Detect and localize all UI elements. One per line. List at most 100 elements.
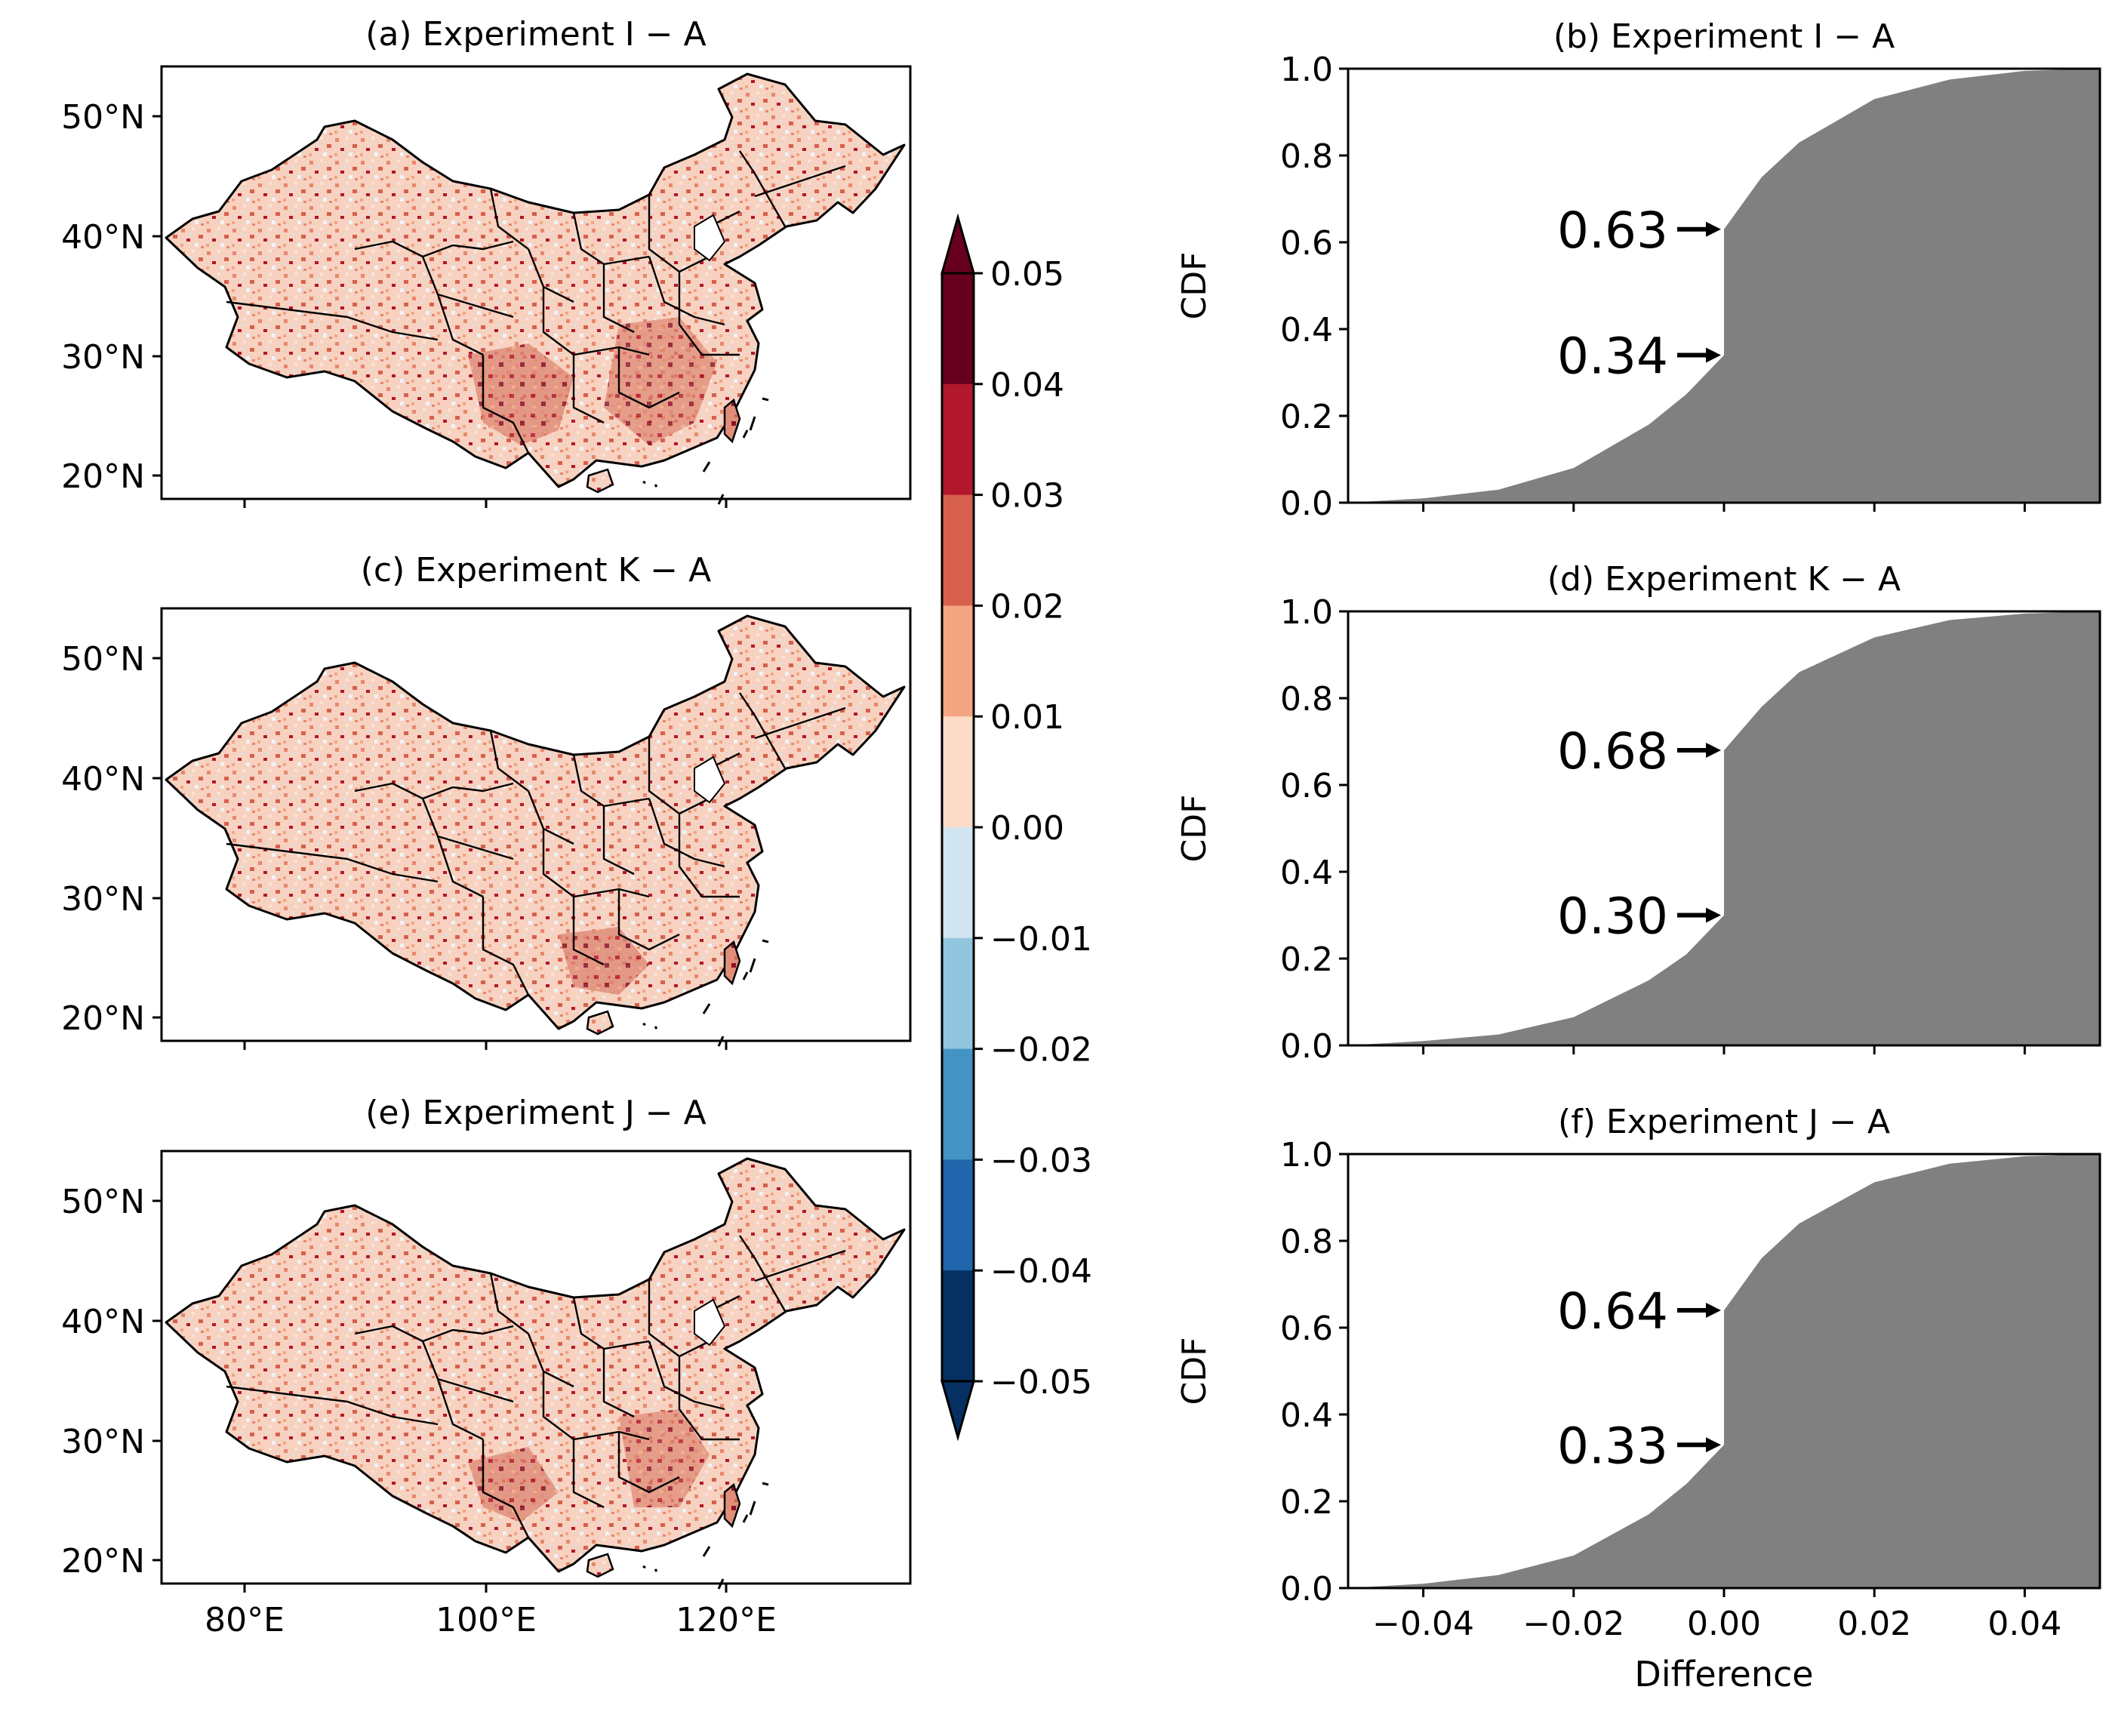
annotation-arrow-head (1706, 221, 1721, 237)
hainan (586, 1010, 614, 1036)
cdf-y-label: CDF (1175, 252, 1214, 320)
colorbar-segment (942, 605, 974, 717)
colorbar-tick-label: 0.01 (990, 698, 1064, 737)
taiwan (723, 1482, 741, 1528)
lat-tick-label: 20°N (61, 999, 145, 1038)
island-marks (642, 397, 769, 505)
hotspot-southeast (604, 317, 717, 445)
lat-axis: 50°N 40°N 30°N 20°N (61, 1183, 162, 1581)
colorbar-segment (942, 273, 974, 385)
lon-tick-label: 100°E (436, 1601, 537, 1639)
cdf-area (1348, 611, 2100, 1045)
map-title: (a) Experiment I − A (365, 15, 706, 54)
lat-tick-label: 20°N (61, 1542, 145, 1581)
colorbar-segment (942, 1159, 974, 1271)
map-panel-c: (c) Experiment K − A 50°N 40°N 30°N 20°N (61, 551, 912, 1050)
cdf-panel-b: (b) Experiment I − A 0.0 0.2 0.4 0.6 0.8 1.0 CD… (1175, 17, 2101, 523)
province-borders (226, 1235, 846, 1538)
cdf-y-tick-label: 0.4 (1280, 1396, 1333, 1435)
island-marks (642, 1482, 769, 1590)
lon-tick-label: 120°E (676, 1601, 777, 1639)
colorbar-extend-max (941, 213, 975, 275)
cdf-x-tick-label: −0.02 (1522, 1605, 1624, 1643)
hotspot-south (559, 927, 649, 995)
cdf-y-tick-label: 0.2 (1280, 398, 1333, 436)
cdf-y-tick-label: 0.0 (1280, 1027, 1333, 1066)
annotation-label: 0.34 (1557, 328, 1668, 386)
taiwan (723, 940, 741, 986)
province-borders (226, 150, 846, 454)
annotation-arrow-head (1706, 347, 1721, 363)
lat-tick-label: 40°N (61, 760, 145, 799)
colorbar-segment (942, 1270, 974, 1382)
cdf-x-tick-label: 0.00 (1687, 1605, 1761, 1643)
cdf-y-tick-label: 0.8 (1280, 680, 1333, 719)
colorbar-tick-label: −0.01 (990, 920, 1092, 959)
lat-tick-label: 30°N (61, 338, 145, 377)
cdf-y-tick-label: 0.0 (1280, 1570, 1333, 1608)
cdf-title: (b) Experiment I − A (1553, 17, 1895, 56)
annotation-arrow-head (1706, 1303, 1721, 1318)
annotation-label: 0.33 (1557, 1417, 1668, 1475)
taiwan (723, 398, 741, 444)
hainan (586, 468, 614, 494)
colorbar-tick-label: 0.04 (990, 366, 1064, 405)
colorbar-tick-label: 0.03 (990, 477, 1064, 516)
map-title: (e) Experiment J − A (365, 1094, 707, 1132)
map-title: (c) Experiment K − A (361, 551, 712, 589)
annotation-arrow-head (1706, 907, 1721, 923)
cdf-area (1348, 1154, 2100, 1588)
cdf-y-tick-label: 0.6 (1280, 224, 1333, 263)
colorbar-segment (942, 494, 974, 606)
cdf-panel-f: (f) Experiment J − A 0.0 0.2 0.4 0.6 0.8 1.0 −0… (1175, 1103, 2101, 1694)
cdf-y-tick-label: 1.0 (1280, 1136, 1333, 1174)
colorbar-segment (942, 1048, 974, 1160)
cdf-y-tick-label: 0.2 (1280, 1483, 1333, 1522)
lat-tick-label: 50°N (61, 1183, 145, 1221)
china-landmass (165, 614, 906, 1030)
cdf-y-tick-label: 0.4 (1280, 311, 1333, 349)
colorbar-extend-min (941, 1380, 975, 1442)
colorbar: 0.05 0.04 0.03 0.02 0.01 0.00 −0.01 −0.02 −0.03 −… (941, 213, 1092, 1442)
cdf-x-tick-label: −0.04 (1372, 1605, 1474, 1643)
cdf-panel-d: (d) Experiment K − A 0.0 0.2 0.4 0.6 0.8 1.0 CD… (1175, 560, 2101, 1066)
colorbar-tick-label: 0.00 (990, 809, 1064, 848)
hainan (586, 1553, 614, 1578)
colorbar-segment (942, 716, 974, 828)
annotation-arrow-head (1706, 743, 1721, 758)
cdf-y-tick-label: 0.0 (1280, 485, 1333, 523)
hotspot-southwest (468, 1447, 559, 1522)
cdf-y-tick-label: 0.4 (1280, 854, 1333, 892)
annotation-label: 0.68 (1557, 722, 1668, 780)
cdf-y-tick-label: 1.0 (1280, 51, 1333, 89)
cdf-y-tick-label: 0.6 (1280, 767, 1333, 805)
bohai-sea (694, 756, 726, 804)
colorbar-tick-label: 0.02 (990, 587, 1064, 626)
cdf-y-tick-label: 0.2 (1280, 940, 1333, 979)
lon-ticks (243, 1041, 728, 1050)
cdf-y-label: CDF (1175, 795, 1214, 863)
colorbar-tick-label: −0.03 (990, 1141, 1092, 1180)
cdf-y-tick-label: 1.0 (1280, 593, 1333, 632)
cdf-y-tick-label: 0.8 (1280, 1223, 1333, 1261)
cdf-title: (f) Experiment J − A (1558, 1103, 1890, 1141)
island-marks (642, 939, 769, 1047)
cdf-y-tick-label: 0.8 (1280, 137, 1333, 176)
cdf-y-label: CDF (1175, 1337, 1214, 1405)
colorbar-tick-label: −0.05 (990, 1363, 1092, 1402)
china-landmass (165, 1157, 906, 1573)
annotation-arrow-head (1706, 1437, 1721, 1453)
annotation-label: 0.63 (1557, 202, 1668, 260)
lat-axis: 50°N 40°N 30°N 20°N (61, 640, 162, 1038)
china-landmass (165, 72, 906, 488)
lat-axis: 50°N 40°N 30°N 20°N (61, 98, 162, 496)
cdf-x-label: Difference (1634, 1654, 1813, 1694)
lat-tick-label: 50°N (61, 98, 145, 137)
lat-tick-label: 20°N (61, 457, 145, 496)
map-panel-e: (e) Experiment J − A 50°N 40°N 30°N 20°N… (61, 1094, 912, 1639)
lat-tick-label: 30°N (61, 880, 145, 919)
lon-ticks (243, 499, 728, 508)
cdf-title: (d) Experiment K − A (1547, 560, 1901, 599)
colorbar-segment (942, 937, 974, 1050)
